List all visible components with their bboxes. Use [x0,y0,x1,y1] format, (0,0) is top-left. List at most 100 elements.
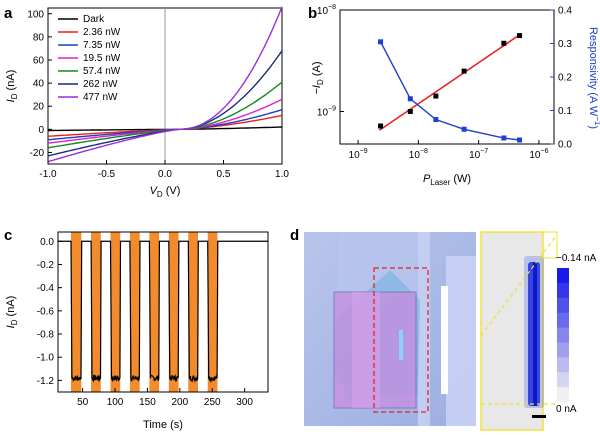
panel-c-ylabel: ID (nA) [5,296,19,329]
map-corner-box [542,231,558,259]
colorbar-step [557,357,569,373]
colorbar-step [557,268,569,284]
panel-d: d −0.14 [290,227,597,431]
panel-b-right-tick-label: 0.0 [558,140,572,151]
panel-c-light-band [207,232,218,392]
panel-c-light-band [168,232,179,392]
panel-a: a -1.0 -0.5 0.0 0.5 1.0 -20 0 20 40 60 80 100 Dark 2… [4,5,289,199]
panel-b-responsivity-point [378,39,384,45]
panel-b-left-tick-label: 10−9 [317,106,336,119]
panel-c-light-band [70,232,82,392]
panel-c: c 50 100 150 200 250 300 0.0 -0.2 -0.4 -0.6 -0.8 -1… [4,227,269,431]
panel-b-responsivity-point [461,126,467,132]
panel-b-current-point [378,123,384,129]
panel-c-frame [57,231,269,393]
colorbar-max-label: −0.14 nA [556,253,597,264]
panel-a-series-6 [47,6,283,163]
panel-a-legend-label: 477 nW [83,92,118,103]
panel-a-xtick-label: 0.0 [158,169,172,180]
colorbar-min-label: 0 nA [556,404,577,415]
panel-a-ytick-label: 40 [33,79,45,90]
panel-c-ytick-label: -1.2 [37,376,55,387]
panel-a-ytick-label: 100 [27,9,44,20]
panel-c-light-band [91,232,101,392]
panel-c-xlabel: Time (s) [143,419,183,431]
panel-c-light-band [188,232,198,392]
panel-b-xtick-label: 10−9 [349,148,368,161]
panel-c-xtick-label: 100 [107,397,124,408]
panel-a-xtick-label: -1.0 [39,169,57,180]
colorbar-step [557,372,569,388]
flake-highlight [352,292,380,408]
colorbar-step [557,387,569,403]
panel-c-ytick-label: -0.2 [37,260,55,271]
panel-a-legend-label: 2.36 nW [83,27,121,38]
electrode-right [446,256,476,426]
panel-b-left-ylabel: −ID (A) [311,62,325,95]
panel-c-xtick-label: 300 [236,397,253,408]
electrode-slot [441,286,448,394]
panel-b-right-tick-label: 0.1 [558,106,572,117]
panel-b-current-point [407,109,413,115]
panel-b-current-point [517,33,523,39]
panel-c-xtick-label: 150 [139,397,156,408]
panel-c-trace [58,240,268,384]
panel-a-legend-label: 19.5 nW [83,53,121,64]
red-dashed-box [373,267,429,413]
panel-b-left-tick-label: 10−8 [317,4,336,17]
panel-a-ylabel: ID (nA) [5,70,19,103]
panel-b-responsivity-point [433,117,439,123]
panel-b-current-point [461,68,467,74]
panel-b-fit-line [378,33,522,131]
panel-a-xlabel: VD (V) [150,185,181,199]
panel-c-ytick-label: -1.0 [37,353,55,364]
colorbar-step [557,282,569,299]
panel-b-right-tick-label: 0.2 [558,73,572,84]
panel-a-legend-label: 7.35 nW [83,40,121,51]
colorbar-step [557,312,569,329]
panel-a-ytick-label: 0 [38,125,44,136]
panel-a-letter: a [4,5,13,22]
panel-a-ytick-label: 80 [33,32,45,43]
panel-a-xtick-label: 0.5 [217,169,231,180]
panel-b-xtick-label: 10−7 [469,148,488,161]
panel-b-xtick-label: 10−8 [409,148,428,161]
scale-bar [532,415,546,418]
panel-a-legend-label: Dark [83,14,105,25]
panel-c-xtick-label: 250 [204,397,221,408]
panel-b: b 10−9 10−8 10−7 10−6 10−9 10−8 0.0 0.1 0.2 0.3 0.… [308,4,600,187]
panel-c-letter: c [4,227,12,244]
panel-a-ytick-label: -20 [30,148,45,159]
panel-b-letter: b [308,5,317,22]
panel-b-xlabel: PLaser (W) [423,173,471,187]
panel-c-light-band [110,232,121,392]
colorbar-step [557,342,569,358]
panel-a-ytick-label: 20 [33,102,45,113]
panel-c-ytick-label: -0.8 [37,330,55,341]
panel-b-right-ylabel: Responsivity (A W−1) [587,27,600,129]
flake-edge [399,330,403,360]
panel-a-xtick-label: -0.5 [98,169,116,180]
electrode-gap [418,232,430,426]
panel-b-responsivity-point [501,135,507,141]
panel-a-legend-label: 262 nW [83,79,118,90]
panel-a-ytick-label: 60 [33,56,45,67]
panel-c-light-band [149,232,160,392]
panel-c-light-band [129,232,140,392]
panel-a-legend-label: 57.4 nW [83,66,121,77]
panel-c-ytick-label: -0.6 [37,306,55,317]
panel-b-xtick-label: 10−6 [529,148,548,161]
panel-b-responsivity-point [517,137,523,143]
colorbar-step [557,327,569,343]
panel-c-ytick-label: -0.4 [37,283,55,294]
panel-a-xtick-label: 1.0 [275,169,289,180]
panel-b-current-point [433,93,439,99]
panel-b-responsivity-line [379,41,520,141]
panel-c-xtick-label: 200 [172,397,189,408]
panel-b-responsivity-point [407,96,413,102]
panel-d-letter: d [290,227,299,244]
panel-c-ytick-label: 0.0 [40,237,54,248]
map-signal-core [533,262,537,406]
